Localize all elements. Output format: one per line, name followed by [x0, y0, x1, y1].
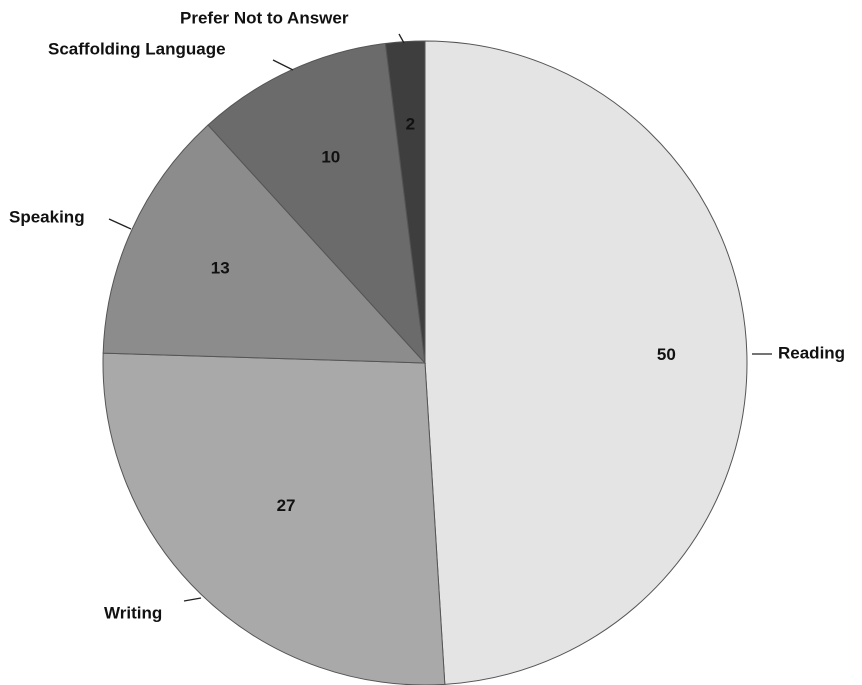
pie-slices	[102, 40, 748, 685]
value-label-reading: 50	[657, 345, 676, 364]
category-label-scaffolding-language: Scaffolding Language	[48, 39, 226, 58]
value-label-speaking: 13	[211, 258, 230, 277]
leader-line-speaking	[108, 218, 132, 230]
pie-slice-scaffolding-language	[207, 42, 426, 365]
pie-slice-prefer-not-to-answer	[384, 40, 426, 364]
pie-slice-reading	[424, 40, 748, 685]
leader-line-scaffolding-language	[272, 59, 294, 71]
leader-line-writing	[183, 597, 202, 602]
leader-line-prefer-not-to-answer	[398, 33, 405, 44]
pie-slice-writing	[102, 352, 446, 685]
category-label-prefer-not-to-answer: Prefer Not to Answer	[180, 8, 349, 27]
value-label-writing: 27	[277, 496, 296, 515]
category-label-reading: Reading	[778, 343, 845, 362]
category-label-writing: Writing	[104, 603, 162, 622]
value-label-scaffolding-language: 10	[321, 148, 340, 167]
pie-value-labels: 50 27 13 10 2	[211, 115, 676, 515]
pie-slice-speaking	[102, 124, 427, 364]
pie-leader-lines	[108, 33, 772, 602]
value-label-prefer-not-to-answer: 2	[406, 115, 415, 134]
pie-category-labels: Reading Writing Speaking Scaffolding Langua…	[9, 8, 845, 622]
category-label-speaking: Speaking	[9, 207, 85, 226]
